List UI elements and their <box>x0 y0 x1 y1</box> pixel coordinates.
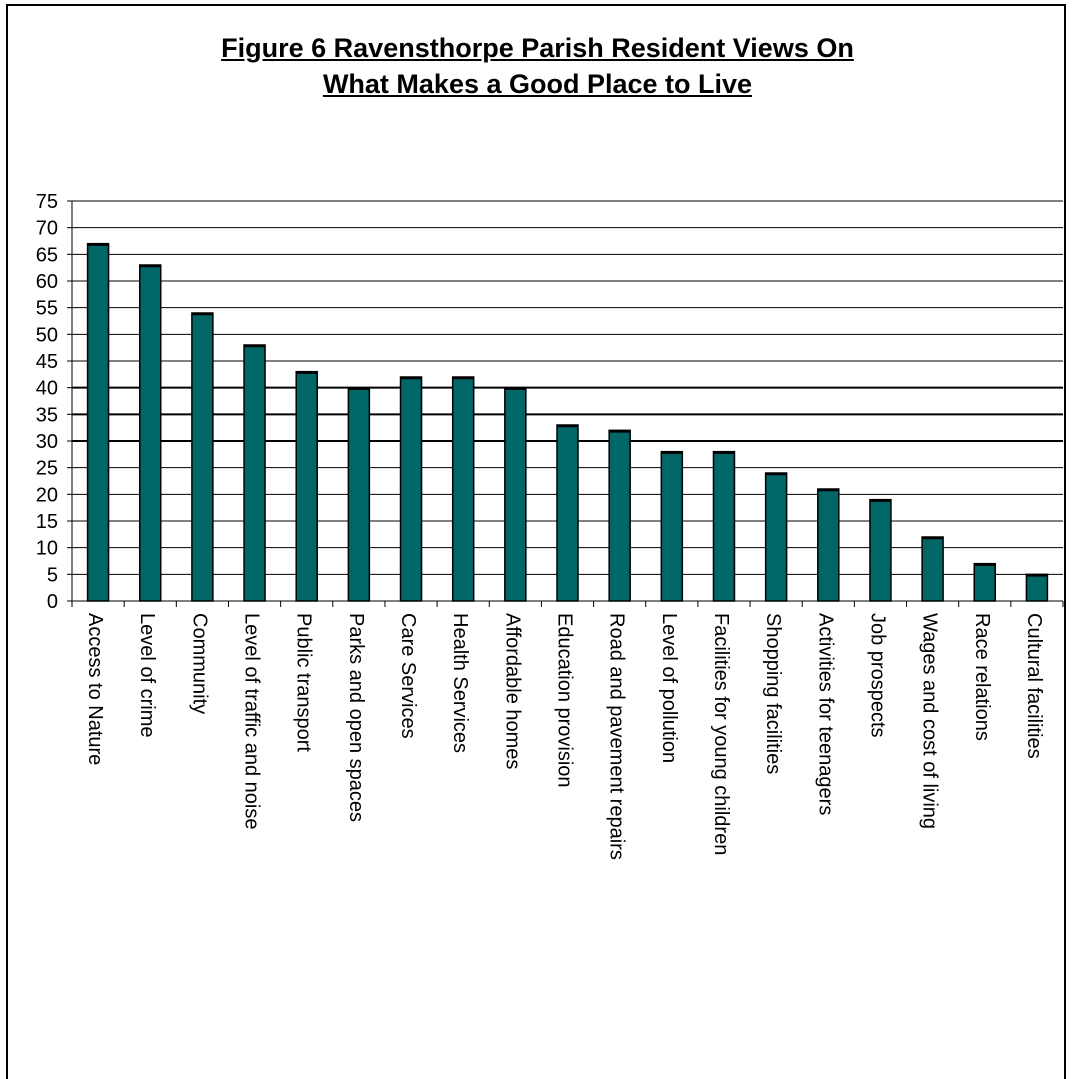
x-tick-label: Access to Nature <box>84 613 106 765</box>
bar <box>86 242 110 602</box>
x-tick-labels: Access to Nature Level of crime Community L… <box>84 613 1045 860</box>
y-tick-label: 5 <box>47 564 58 586</box>
bar <box>243 344 266 602</box>
y-tick-label: 20 <box>36 484 58 506</box>
y-tick-label: 75 <box>36 191 58 213</box>
y-tick-label: 10 <box>36 538 58 560</box>
bar <box>556 424 579 602</box>
x-tick-label: Shopping facilities <box>762 613 784 774</box>
bar <box>347 386 371 602</box>
x-tick-label: Community <box>188 613 210 714</box>
bar <box>504 386 527 602</box>
bar-series <box>86 242 1049 602</box>
x-axis <box>71 600 1064 607</box>
x-tick-label: Wages and cost of living <box>919 613 941 829</box>
y-tick-label: 35 <box>36 404 58 426</box>
bar <box>921 536 944 602</box>
x-tick-label: Cultural facilities <box>1023 613 1045 759</box>
x-tick-label: Care Services <box>397 613 419 739</box>
bar <box>399 376 423 602</box>
x-tick-label: Level of crime <box>136 613 158 738</box>
x-tick-label: Activities for teenagers <box>814 613 836 815</box>
x-tick-label: Public transport <box>293 613 315 752</box>
bar <box>295 370 318 602</box>
bar <box>869 498 892 602</box>
bar <box>712 450 736 602</box>
y-axis: 0 5 10 15 20 25 30 35 40 45 50 55 60 65 70 75 <box>36 191 73 613</box>
x-tick-label: Level of pollution <box>658 613 680 763</box>
bar <box>764 472 788 602</box>
y-tick-label: 65 <box>36 244 58 266</box>
bar <box>973 562 997 602</box>
chart-title-line-2: What Makes a Good Place to Live <box>322 69 753 99</box>
bar <box>817 488 840 602</box>
x-tick-label: Affordable homes <box>501 613 523 769</box>
y-tick-label: 15 <box>36 511 58 533</box>
bar <box>1025 573 1049 602</box>
chart-frame <box>6 4 1066 1079</box>
y-tick-label: 25 <box>36 458 58 480</box>
x-tick-label: Road and pavement repairs <box>606 613 628 860</box>
bar <box>660 450 684 602</box>
bar <box>138 264 162 602</box>
chart-title-line-1: Figure 6 Ravensthorpe Parish Resident Vi… <box>221 33 854 63</box>
x-tick-label: Facilities for young children <box>710 613 732 855</box>
bar <box>191 312 214 602</box>
y-tick-label: 70 <box>36 218 58 240</box>
y-tick-label: 40 <box>36 378 58 400</box>
x-tick-label: Race relations <box>971 613 993 741</box>
x-tick-label: Health Services <box>449 613 471 753</box>
y-tick-label: 30 <box>36 431 58 453</box>
x-tick-label: Level of traffic and noise <box>241 613 263 829</box>
y-tick-label: 60 <box>36 271 58 293</box>
chart-title: Figure 6 Ravensthorpe Parish Resident Vi… <box>0 30 1075 102</box>
bar <box>451 376 475 602</box>
y-tick-label: 45 <box>36 351 58 373</box>
y-tick-label: 55 <box>36 298 58 320</box>
y-tick-label: 50 <box>36 324 58 346</box>
x-tick-label: Education provision <box>554 613 576 788</box>
x-tick-label: Job prospects <box>866 613 888 738</box>
x-tick-label: Parks and open spaces <box>345 613 367 822</box>
bar <box>608 429 631 602</box>
y-tick-label: 0 <box>47 591 58 613</box>
